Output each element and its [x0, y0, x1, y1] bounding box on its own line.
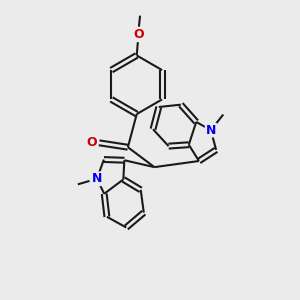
Text: O: O: [134, 28, 144, 41]
Text: O: O: [86, 136, 97, 149]
Text: N: N: [92, 172, 102, 185]
Text: N: N: [206, 124, 216, 136]
